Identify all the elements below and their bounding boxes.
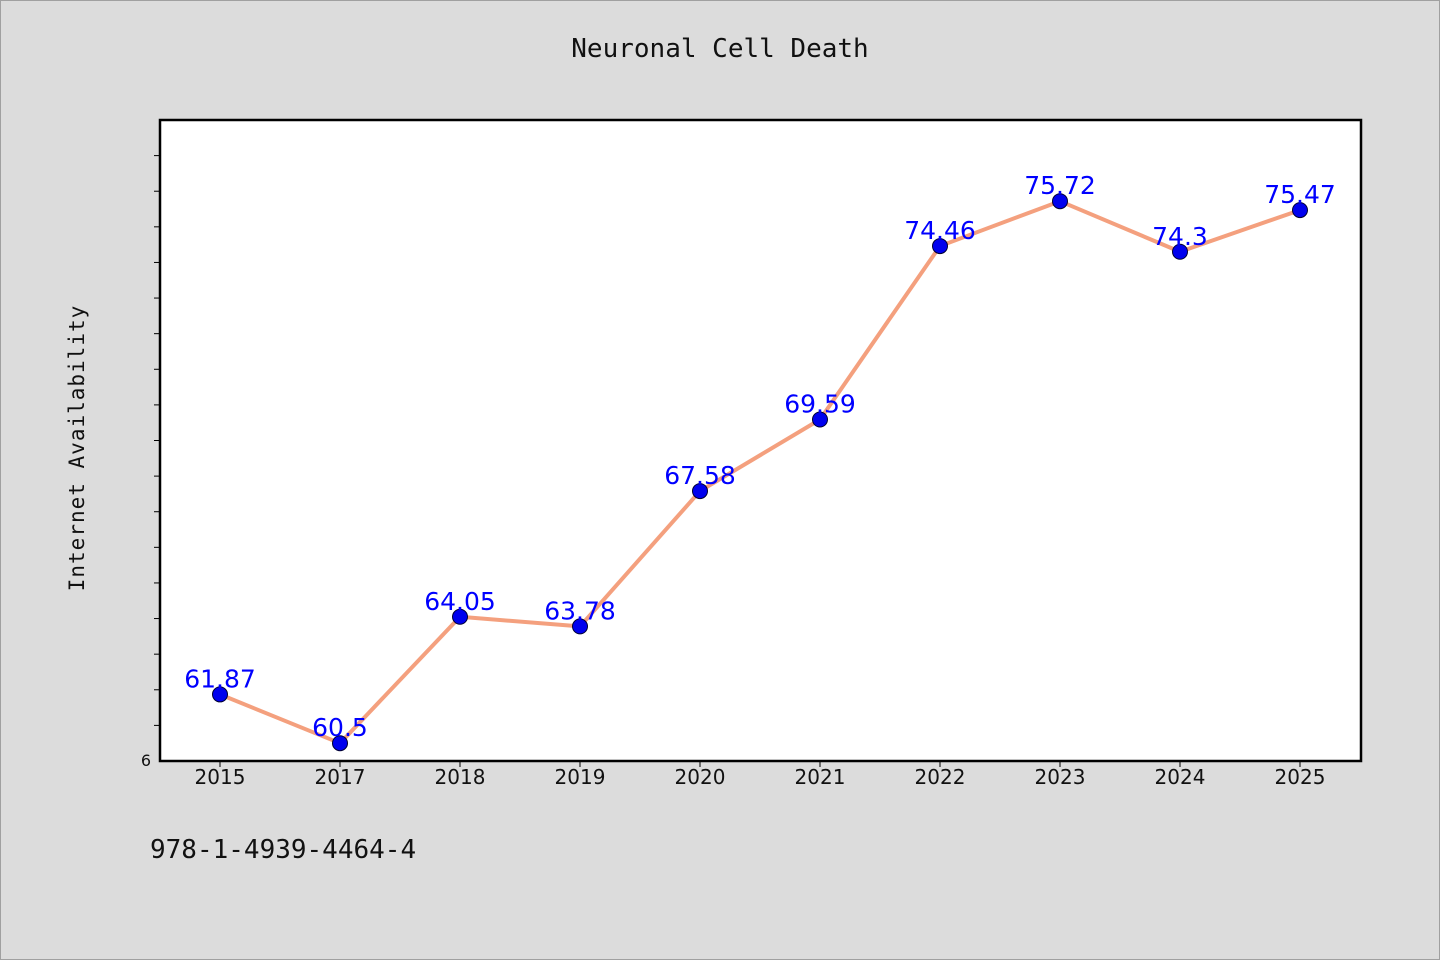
data-points — [212, 193, 1308, 752]
series-line — [219, 199, 1301, 746]
data-point — [572, 618, 588, 635]
x-tick-label: 2018 — [435, 765, 486, 789]
x-tick-label: 2022 — [915, 765, 966, 789]
data-point — [332, 735, 348, 752]
x-tick-label: 2024 — [1155, 765, 1206, 789]
x-axis-ticks: 2015 2017 2018 2019 2020 2021 2022 2023 2024 2025 — [195, 761, 1326, 789]
data-label: 63.78 — [544, 596, 616, 625]
plot-area — [158, 118, 1363, 763]
data-label: 60.5 — [312, 713, 368, 742]
x-tick-label: 2021 — [795, 765, 846, 789]
data-label: 74.46 — [904, 216, 976, 245]
data-label: 64.05 — [424, 587, 496, 616]
data-point — [692, 483, 708, 500]
x-tick-label: 2019 — [555, 765, 606, 789]
data-point — [212, 686, 228, 703]
x-tick-label: 2023 — [1035, 765, 1086, 789]
x-tick-label: 2020 — [675, 765, 726, 789]
y-axis-ticks: 6 — [141, 155, 160, 770]
data-label: 61.87 — [184, 664, 256, 693]
data-point — [1172, 243, 1188, 260]
data-point — [1052, 193, 1068, 210]
y-tick-label: 6 — [141, 751, 151, 770]
footnote-isbn: 978-1-4939-4464-4 — [150, 835, 417, 865]
data-label: 69.59 — [784, 389, 856, 418]
x-tick-label: 2015 — [195, 765, 246, 789]
chart-title: Neuronal Cell Death — [571, 34, 869, 64]
data-label: 67.58 — [664, 461, 736, 490]
data-point — [932, 238, 948, 255]
data-label: 75.72 — [1024, 171, 1096, 200]
data-label: 75.47 — [1264, 180, 1336, 209]
data-labels: 61.87 60.5 64.05 63.78 67.58 69.59 74.46 75.72 7… — [184, 171, 1336, 742]
data-point — [812, 411, 828, 428]
x-tick-label: 2017 — [315, 765, 366, 789]
data-label: 74.3 — [1152, 222, 1208, 251]
data-point — [452, 608, 468, 625]
data-point — [1292, 202, 1308, 219]
x-tick-label: 2025 — [1275, 765, 1326, 789]
